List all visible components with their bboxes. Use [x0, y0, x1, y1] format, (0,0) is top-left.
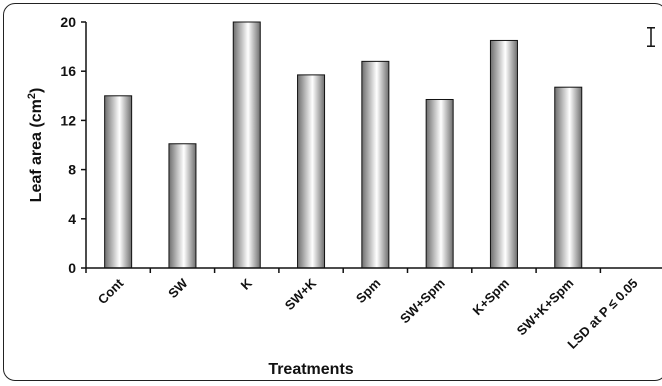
y-tick-label: 0 — [68, 260, 76, 276]
bar-sw-k-spm — [554, 86, 583, 269]
y-tick-label: 16 — [60, 63, 76, 79]
x-category-label: K+Spm — [470, 276, 513, 319]
x-category-label: LSD at P ≤ 0.05 — [564, 276, 640, 352]
bar-cont — [104, 95, 133, 269]
x-category-label: SW+Spm — [397, 276, 448, 327]
bar-k — [232, 21, 261, 269]
x-category-label: SW+K — [282, 275, 320, 313]
bar-k-spm — [489, 39, 518, 269]
x-category-label: SW+K+Spm — [514, 276, 577, 339]
x-category-label: Spm — [353, 276, 384, 307]
chart-frame — [3, 3, 662, 381]
y-tick-label: 4 — [68, 211, 76, 227]
bar-sw-spm — [425, 98, 454, 269]
x-category-label: Cont — [95, 275, 127, 307]
y-axis-title: Leaf area (cm2) — [26, 88, 45, 203]
axes-group — [85, 22, 662, 269]
bar-sw — [168, 143, 197, 269]
lsd-errorbar — [647, 27, 655, 47]
x-category-label: K — [238, 275, 256, 293]
y-tick-label: 20 — [60, 14, 76, 30]
y-axis-title-main: Leaf area (cm — [28, 99, 45, 202]
bar-spm — [361, 60, 390, 269]
bar-sw-k — [297, 74, 326, 269]
y-tick-label: 8 — [68, 162, 76, 178]
y-tick-label: 12 — [60, 112, 76, 128]
y-ticks-group: 0 4 8 12 16 20 — [60, 14, 602, 276]
bars-group — [104, 21, 583, 269]
x-axis-title: Treatments — [268, 361, 353, 378]
y-axis-title-end: ) — [28, 88, 45, 93]
x-category-label: SW — [165, 275, 191, 301]
y-axis-title-sup: 2 — [26, 93, 38, 99]
